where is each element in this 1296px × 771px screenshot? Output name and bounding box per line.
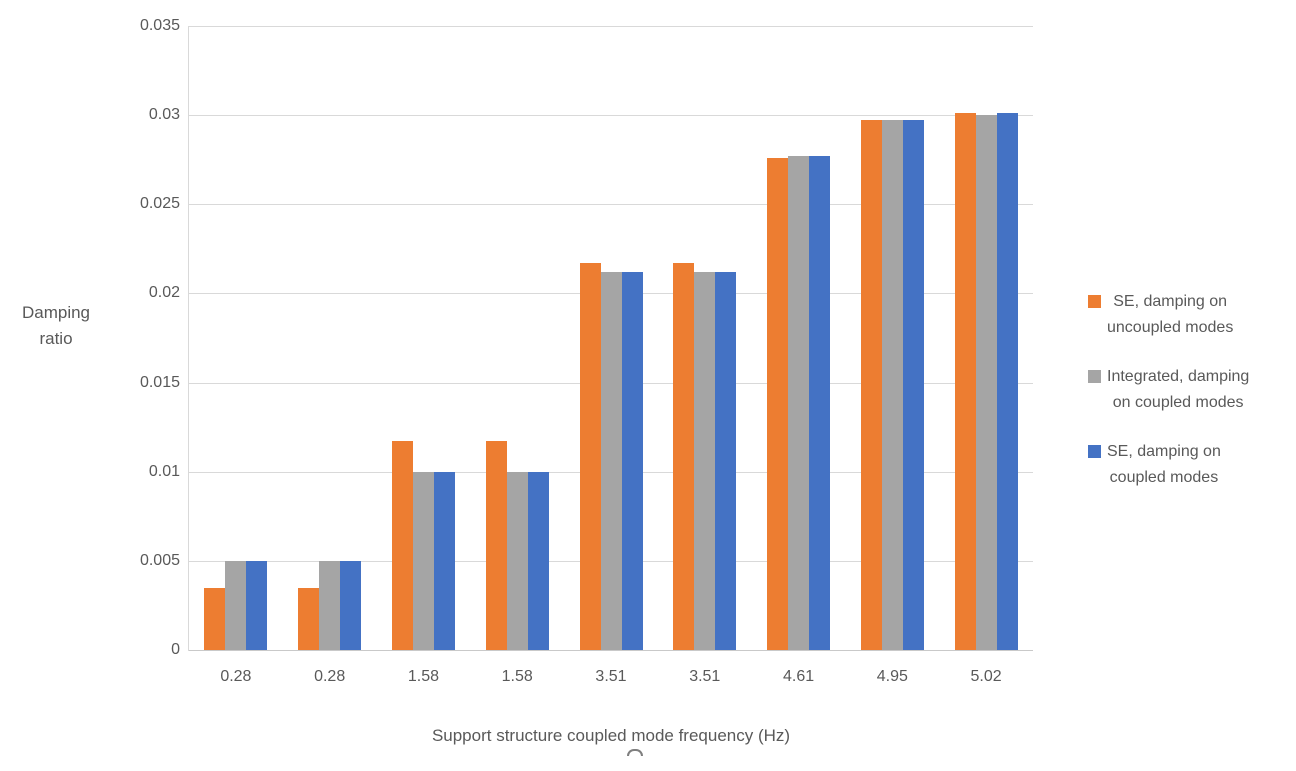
bar <box>506 471 528 650</box>
legend-swatch <box>1088 295 1101 308</box>
bar <box>485 441 507 650</box>
bar <box>225 560 247 650</box>
legend-entry: SE, damping on coupled modes <box>1088 439 1294 491</box>
y-axis-title-line1: Damping <box>21 303 91 322</box>
bar <box>694 272 716 650</box>
y-axis-title-line2: ratio <box>39 329 73 348</box>
legend-swatch <box>1088 445 1101 458</box>
legend-swatch <box>1088 370 1101 383</box>
bar <box>340 560 362 650</box>
bar <box>767 157 789 650</box>
x-tick-label: 0.28 <box>314 668 346 685</box>
x-tick-label: 5.02 <box>970 668 1002 685</box>
bar <box>319 560 341 650</box>
y-tick-label: 0.025 <box>139 195 180 213</box>
legend-entry: SE, damping on uncoupled modes <box>1088 289 1294 341</box>
bar <box>996 113 1018 650</box>
y-tick-label: 0 <box>171 641 180 658</box>
y-tick-label: 0.035 <box>139 17 180 34</box>
bar <box>298 587 320 650</box>
bar <box>954 113 976 650</box>
bar <box>673 263 695 650</box>
x-tick-label: 0.28 <box>220 668 252 685</box>
bar <box>391 441 413 650</box>
y-gridline <box>188 204 1033 206</box>
x-tick-label: 4.95 <box>876 668 908 685</box>
x-tick-label: 1.58 <box>501 668 533 685</box>
x-axis-line <box>188 650 1033 651</box>
y-axis-title: Damping ratio <box>0 300 112 352</box>
bar <box>600 272 622 650</box>
bar <box>902 120 924 650</box>
x-axis-title: Support structure coupled mode frequency… <box>431 726 791 745</box>
x-tick-label: 3.51 <box>689 668 721 685</box>
legend-label: Integrated, damping on coupled modes <box>1107 368 1250 411</box>
cropped-text-fragment <box>627 749 643 756</box>
y-gridline <box>188 26 1033 27</box>
bar <box>715 272 737 650</box>
x-tick-label: 1.58 <box>407 668 439 685</box>
bar <box>621 272 643 650</box>
legend-label: SE, damping on coupled modes <box>1107 443 1221 486</box>
bar <box>975 115 997 650</box>
y-tick-label: 0.03 <box>148 106 180 124</box>
bar <box>246 560 268 650</box>
bar <box>433 471 455 650</box>
bar <box>881 120 903 650</box>
y-tick-label: 0.005 <box>139 551 180 569</box>
legend-entry: Integrated, damping on coupled modes <box>1088 364 1294 416</box>
bar <box>412 471 434 650</box>
y-tick-label: 0.02 <box>148 284 180 302</box>
bar <box>204 587 226 650</box>
bar <box>788 156 810 650</box>
y-gridline <box>188 115 1033 117</box>
bar <box>527 471 549 650</box>
x-tick-label: 3.51 <box>595 668 627 685</box>
y-tick-label: 0.015 <box>139 373 180 391</box>
legend-label: SE, damping on uncoupled modes <box>1107 293 1234 336</box>
y-axis-line <box>188 26 189 651</box>
bar <box>860 120 882 650</box>
legend: SE, damping on uncoupled modes Integrated,… <box>1088 289 1294 514</box>
x-tick-label: 4.61 <box>782 668 815 685</box>
bar <box>809 156 831 650</box>
y-tick-label: 0.01 <box>148 462 180 480</box>
bar <box>579 263 601 650</box>
